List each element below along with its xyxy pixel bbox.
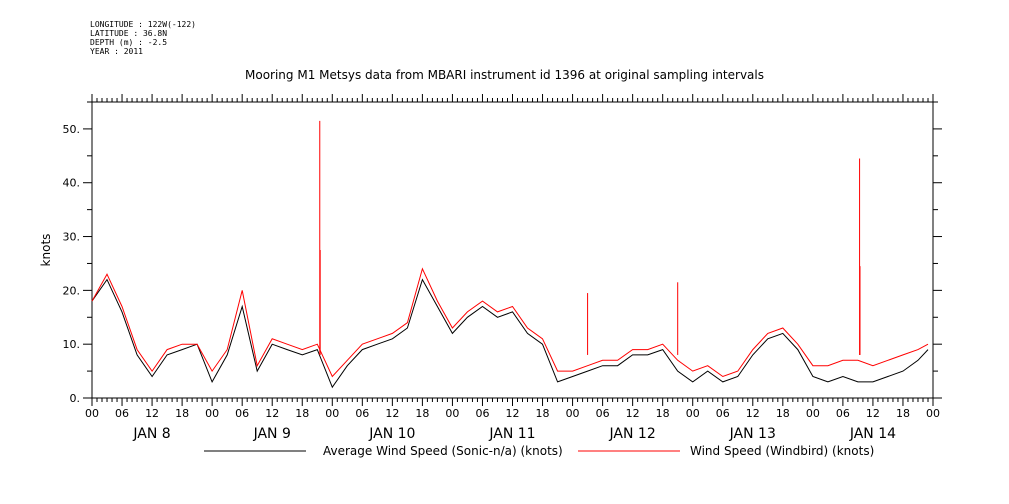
x-tick-label: 18 (776, 407, 790, 420)
day-label: JAN 14 (849, 426, 896, 442)
x-tick-label: 18 (295, 407, 309, 420)
x-tick-label: 00 (205, 407, 219, 420)
day-label: JAN 12 (609, 426, 656, 442)
x-tick-label: 00 (445, 407, 459, 420)
x-tick-label: 18 (896, 407, 910, 420)
day-label: JAN 11 (488, 426, 535, 442)
x-tick-label: 12 (506, 407, 520, 420)
depth-label: DEPTH (m) : -2.5 (90, 38, 168, 47)
day-label: JAN 9 (253, 426, 291, 442)
y-axis-label: knots (39, 234, 53, 267)
y-tick-label: 30. (63, 231, 81, 244)
latitude-label: LATITUDE : 36.8N (90, 29, 168, 38)
x-tick-label: 06 (115, 407, 129, 420)
legend-label-average: Average Wind Speed (Sonic-n/a) (knots) (323, 444, 563, 458)
x-tick-label: 12 (145, 407, 159, 420)
x-tick-label: 00 (686, 407, 700, 420)
x-tick-label: 12 (265, 407, 279, 420)
legend-label-windbird: Wind Speed (Windbird) (knots) (690, 444, 874, 458)
x-tick-label: 12 (626, 407, 640, 420)
day-label: JAN 10 (368, 426, 415, 442)
y-tick-label: 20. (63, 284, 81, 297)
x-tick-label: 12 (746, 407, 760, 420)
x-tick-label: 00 (325, 407, 339, 420)
y-tick-label: 50. (63, 123, 81, 136)
x-tick-label: 06 (716, 407, 730, 420)
series-line-average-wind-speed (91, 278, 929, 389)
x-tick-label: 06 (836, 407, 850, 420)
x-tick-label: 12 (385, 407, 399, 420)
longitude-label: LONGITUDE : 122W(-122) (90, 20, 196, 29)
chart-title: Mooring M1 Metsys data from MBARI instru… (245, 68, 764, 82)
x-tick-label: 06 (596, 407, 610, 420)
x-tick-label: 18 (656, 407, 670, 420)
x-tick-label: 00 (566, 407, 580, 420)
day-label: JAN 13 (729, 426, 776, 442)
plot-frame (91, 101, 934, 399)
metadata-block: LONGITUDE : 122W(-122) LATITUDE : 36.8N … (90, 20, 196, 56)
series-line-windbird-wind-speed (91, 267, 929, 378)
y-tick-label: 0. (70, 392, 81, 405)
x-tick-label: 18 (175, 407, 189, 420)
x-tick-label: 12 (866, 407, 880, 420)
x-tick-label: 00 (926, 407, 940, 420)
y-tick-label: 40. (63, 177, 81, 190)
x-tick-label: 00 (85, 407, 99, 420)
day-label: JAN 8 (132, 426, 170, 442)
x-tick-label: 06 (235, 407, 249, 420)
x-tick-label: 06 (475, 407, 489, 420)
x-tick-label: 18 (415, 407, 429, 420)
x-tick-label: 18 (536, 407, 550, 420)
year-label: YEAR : 2011 (90, 47, 143, 56)
x-tick-label: 06 (355, 407, 369, 420)
y-tick-label: 10. (63, 338, 81, 351)
x-tick-label: 00 (806, 407, 820, 420)
